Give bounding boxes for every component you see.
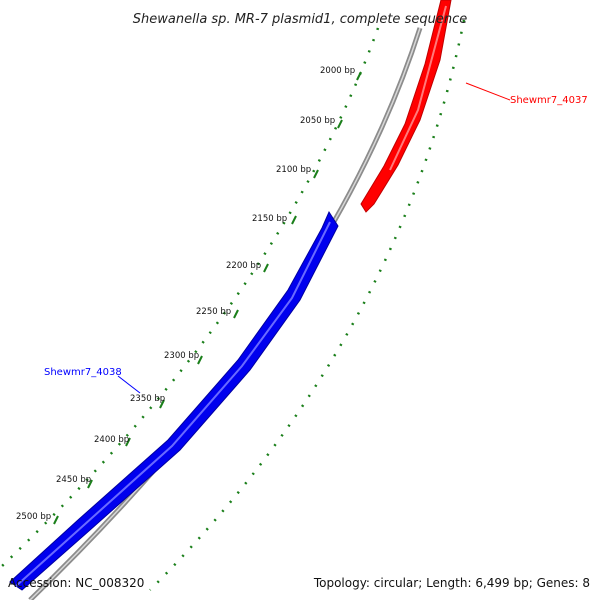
tick-label: 2200 bp: [226, 261, 261, 271]
tick-label: 2100 bp: [276, 165, 311, 175]
tick-label: 2150 bp: [252, 214, 287, 224]
accession-text: Accession: NC_008320: [8, 576, 144, 590]
tick-marks: [53, 71, 362, 525]
tick-label: 2050 bp: [300, 116, 335, 126]
tick-label: 2250 bp: [196, 307, 231, 317]
tick-label: 2400 bp: [94, 435, 129, 445]
tick-label: 2450 bp: [56, 475, 91, 485]
tick-label: 2500 bp: [16, 512, 51, 522]
summary-text: Topology: circular; Length: 6,499 bp; Ge…: [313, 576, 590, 590]
map-title: Shewanella sp. MR-7 plasmid1, complete s…: [133, 12, 467, 27]
gc-track-inner: [0, 27, 380, 569]
gene-label-shewmr7-4038[interactable]: Shewmr7_4038: [44, 367, 122, 378]
tick-label: 2000 bp: [320, 66, 355, 76]
gene-shewmr7-4038[interactable]: [9, 210, 339, 591]
gene-label-leader-4038: [117, 375, 141, 394]
tick-label: 2350 bp: [130, 394, 165, 404]
gene-shewmr7-4037-highlight: [389, 5, 447, 171]
gene-shewmr7-4037[interactable]: [360, 0, 452, 213]
gene-label-leader-4037: [465, 82, 511, 101]
tick-label: 2300 bp: [164, 351, 199, 361]
gene-shewmr7-4038-highlight: [15, 221, 331, 587]
gene-label-shewmr7-4037[interactable]: Shewmr7_4037: [510, 95, 588, 106]
